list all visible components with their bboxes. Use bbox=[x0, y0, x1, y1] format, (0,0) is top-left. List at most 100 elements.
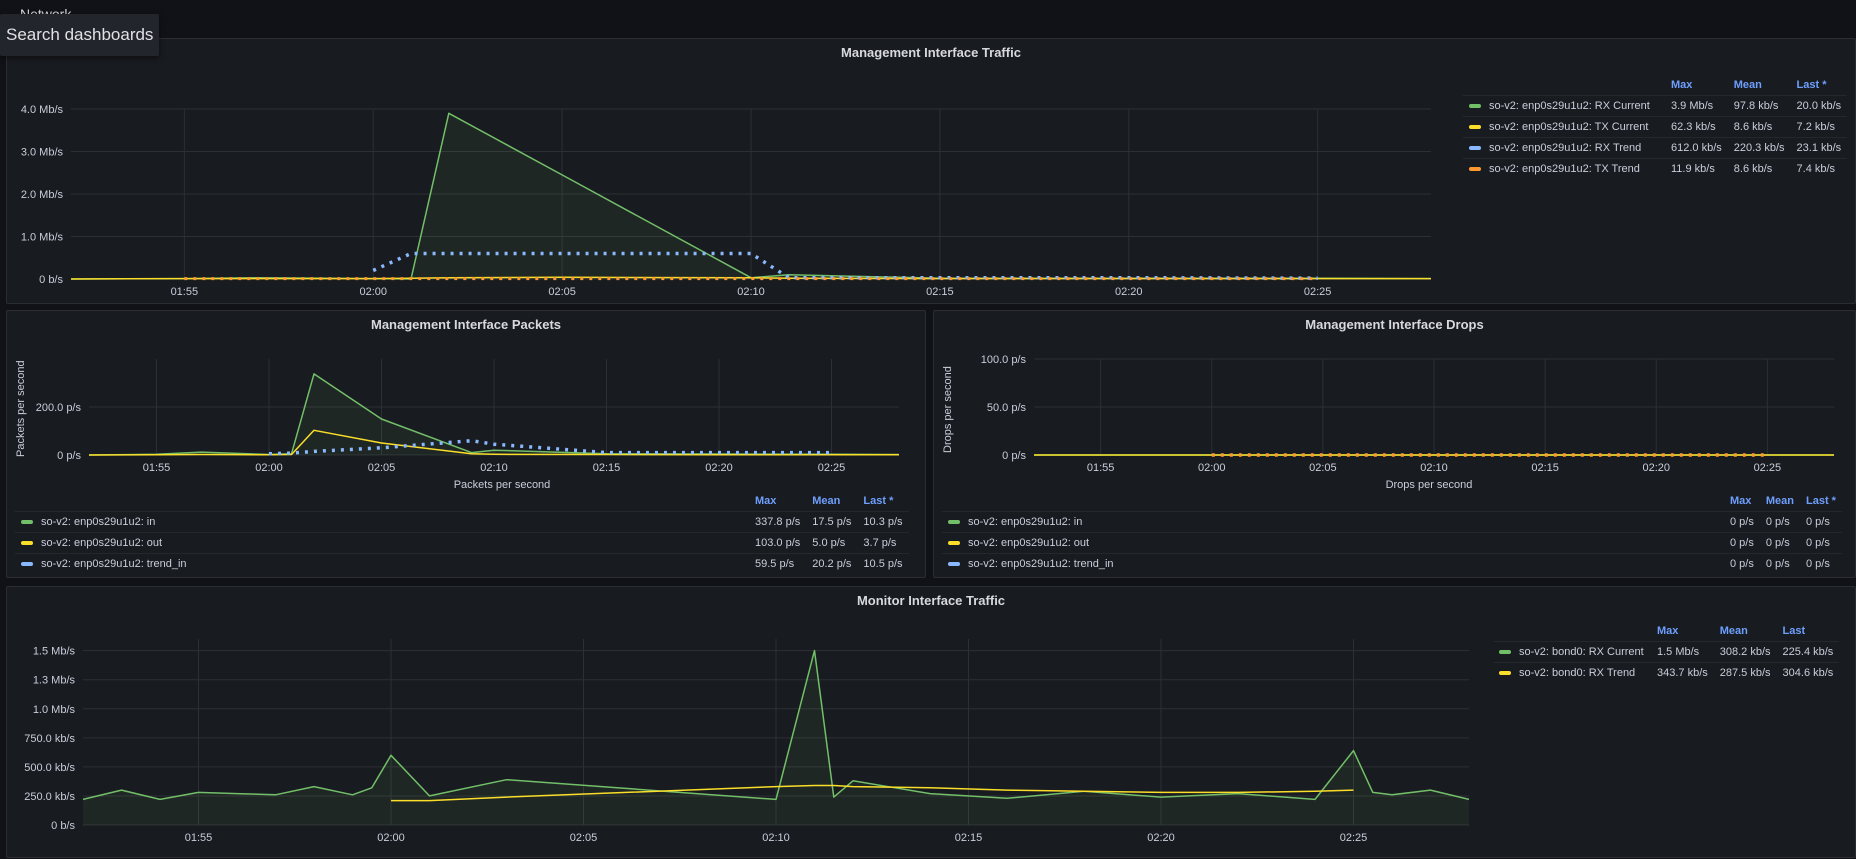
x-tick-label: 02:25 bbox=[1754, 462, 1782, 474]
series-max: 103.0 p/s bbox=[749, 532, 807, 554]
series-swatch bbox=[1469, 104, 1481, 109]
panel-title[interactable]: Management Interface Traffic bbox=[841, 45, 1021, 60]
series-name[interactable]: so-v2: enp0s29u1u2: out bbox=[41, 537, 163, 549]
panel-title[interactable]: Management Interface Packets bbox=[370, 317, 562, 332]
series-line bbox=[391, 784, 1354, 802]
panel-management-packets[interactable]: Management Interface Packets Packets per… bbox=[6, 310, 926, 578]
legend-header-last[interactable]: Last * bbox=[1796, 79, 1827, 91]
series-mean: 0 p/s bbox=[1759, 511, 1800, 533]
series-name[interactable]: so-v2: enp0s29u1u2: trend_in bbox=[41, 558, 187, 570]
x-tick-label: 02:10 bbox=[1420, 462, 1448, 474]
panel-title[interactable]: Monitor Interface Traffic bbox=[856, 593, 1006, 608]
panel-management-traffic[interactable]: Management Interface Traffic 4.0 Mb/s 3.0… bbox=[6, 38, 1856, 304]
x-tick-label: 02:25 bbox=[1340, 832, 1368, 844]
x-tick-label: 02:00 bbox=[359, 286, 387, 298]
legend-row[interactable]: so-v2: enp0s29u1u2: trend_in 59.5 p/s 20.2… bbox=[15, 553, 909, 574]
legend-header-max[interactable]: Max bbox=[1730, 495, 1752, 507]
series-name[interactable]: so-v2: enp0s29u1u2: in bbox=[968, 516, 1083, 528]
legend-header-max[interactable]: Max bbox=[1657, 625, 1679, 637]
legend-header-mean[interactable]: Mean bbox=[1765, 495, 1794, 507]
monitor-traffic-chart[interactable]: 1.5 Mb/s 1.3 Mb/s 1.0 Mb/s 750.0 kb/s 500.0 … bbox=[7, 587, 1487, 859]
series-mean: 97.8 kb/s bbox=[1727, 95, 1791, 117]
series-max: 59.5 p/s bbox=[749, 553, 807, 574]
series-last: 20.0 kb/s bbox=[1790, 95, 1848, 117]
legend-row[interactable]: so-v2: enp0s29u1u2: out 103.0 p/s 5.0 p/s 3… bbox=[15, 532, 909, 554]
legend-row[interactable]: so-v2: enp0s29u1u2: RX Trend 612.0 kb/s 22… bbox=[1463, 137, 1848, 159]
legend-row[interactable]: so-v2: enp0s29u1u2: in 0 p/s 0 p/s 0 p/s bbox=[942, 511, 1842, 533]
management-traffic-legend: Max Mean Last * so-v2: enp0s29u1u2: RX Cur… bbox=[1463, 77, 1848, 179]
series-max: 0 p/s bbox=[1724, 532, 1760, 554]
series-last: 7.2 kb/s bbox=[1790, 116, 1848, 138]
series-mean: 8.6 kb/s bbox=[1727, 116, 1791, 138]
series-swatch bbox=[21, 520, 33, 525]
x-tick-label: 02:25 bbox=[818, 462, 846, 474]
series-last: 0 p/s bbox=[1799, 511, 1842, 533]
series-name[interactable]: so-v2: bond0: RX Trend bbox=[1519, 667, 1636, 679]
series-name[interactable]: so-v2: enp0s29u1u2: RX Current bbox=[1489, 100, 1650, 112]
series-area-fill bbox=[83, 650, 1469, 825]
legend-row[interactable]: so-v2: enp0s29u1u2: TX Trend 11.9 kb/s 8.6… bbox=[1463, 158, 1848, 179]
legend-row[interactable]: so-v2: enp0s29u1u2: trend_in 0 p/s 0 p/s 0 … bbox=[942, 553, 1842, 574]
x-tick-label: 02:20 bbox=[705, 462, 733, 474]
legend-row[interactable]: so-v2: bond0: RX Trend 343.7 kb/s 287.5 kb… bbox=[1493, 662, 1840, 683]
legend-header-mean[interactable]: Mean bbox=[812, 495, 841, 507]
panel-management-drops[interactable]: Management Interface Drops Drops per sec… bbox=[933, 310, 1856, 578]
legend-row[interactable]: so-v2: bond0: RX Current 1.5 Mb/s 308.2 kb… bbox=[1493, 641, 1840, 663]
x-tick-label: 01:55 bbox=[1087, 462, 1115, 474]
management-drops-legend: Max Mean Last * so-v2: enp0s29u1u2: in 0 p/… bbox=[942, 493, 1842, 574]
series-line bbox=[88, 429, 899, 456]
series-swatch bbox=[21, 541, 33, 546]
management-drops-chart[interactable]: 100.0 p/s 50.0 p/s 0 p/s 01:55 02:00 02:05 02:… bbox=[934, 311, 1856, 481]
series-max: 11.9 kb/s bbox=[1665, 158, 1728, 179]
series-last: 304.6 kb/s bbox=[1776, 662, 1840, 683]
legend-row[interactable]: so-v2: enp0s29u1u2: in 337.8 p/s 17.5 p/s 1… bbox=[15, 511, 909, 533]
series-swatch bbox=[1469, 125, 1481, 130]
series-mean: 0 p/s bbox=[1759, 553, 1800, 574]
panel-monitor-traffic[interactable]: Monitor Interface Traffic 1.5 Mb/s 1.3 Mb… bbox=[6, 586, 1856, 858]
legend-header-mean[interactable]: Mean bbox=[1733, 79, 1762, 91]
series-line bbox=[372, 251, 1318, 280]
x-tick-label: 02:20 bbox=[1642, 462, 1670, 474]
series-max: 0 p/s bbox=[1724, 553, 1760, 574]
management-packets-legend: Max Mean Last * so-v2: enp0s29u1u2: in 337.… bbox=[15, 493, 909, 574]
series-swatch bbox=[948, 562, 960, 567]
x-tick-label: 02:10 bbox=[737, 286, 765, 298]
series-name[interactable]: so-v2: enp0s29u1u2: in bbox=[41, 516, 156, 528]
series-name[interactable]: so-v2: enp0s29u1u2: TX Trend bbox=[1489, 163, 1640, 175]
legend-header-last[interactable]: Last bbox=[1782, 625, 1806, 637]
x-tick-label: 02:15 bbox=[926, 286, 954, 298]
panel-title[interactable]: Management Interface Drops bbox=[1305, 317, 1484, 332]
series-name[interactable]: so-v2: enp0s29u1u2: trend_in bbox=[968, 558, 1114, 570]
series-mean: 8.6 kb/s bbox=[1727, 158, 1791, 179]
management-packets-chart[interactable]: 200.0 p/s 0 p/s 01:55 02:00 02:05 02:10 02:15 0… bbox=[7, 311, 927, 481]
series-mean: 17.5 p/s bbox=[806, 511, 858, 533]
series-last: 225.4 kb/s bbox=[1776, 641, 1840, 663]
series-name[interactable]: so-v2: bond0: RX Current bbox=[1519, 646, 1644, 658]
y-tick-label: 0 b/s bbox=[51, 820, 75, 832]
x-tick-label: 02:00 bbox=[1198, 462, 1226, 474]
legend-header-last[interactable]: Last * bbox=[1805, 495, 1836, 507]
x-tick-label: 02:25 bbox=[1304, 286, 1332, 298]
y-tick-label: 750.0 kb/s bbox=[24, 733, 75, 745]
legend-row[interactable]: so-v2: enp0s29u1u2: RX Current 3.9 Mb/s 97… bbox=[1463, 95, 1848, 117]
series-mean: 308.2 kb/s bbox=[1713, 641, 1777, 663]
series-max: 3.9 Mb/s bbox=[1665, 95, 1728, 117]
series-mean: 287.5 kb/s bbox=[1713, 662, 1777, 683]
series-last: 23.1 kb/s bbox=[1790, 137, 1848, 159]
legend-header-mean[interactable]: Mean bbox=[1719, 625, 1748, 637]
legend-header-max[interactable]: Max bbox=[755, 495, 777, 507]
series-name[interactable]: so-v2: enp0s29u1u2: RX Trend bbox=[1489, 142, 1642, 154]
series-mean: 0 p/s bbox=[1759, 532, 1800, 554]
series-name[interactable]: so-v2: enp0s29u1u2: TX Current bbox=[1489, 121, 1649, 133]
series-name[interactable]: so-v2: enp0s29u1u2: out bbox=[968, 537, 1090, 549]
x-tick-label: 02:10 bbox=[480, 462, 508, 474]
x-tick-label: 02:15 bbox=[955, 832, 983, 844]
series-swatch bbox=[948, 541, 960, 546]
management-traffic-chart[interactable]: 4.0 Mb/s 3.0 Mb/s 2.0 Mb/s 1.0 Mb/s 0 b/s 01:… bbox=[7, 39, 1457, 305]
series-last: 0 p/s bbox=[1799, 553, 1842, 574]
legend-row[interactable]: so-v2: enp0s29u1u2: TX Current 62.3 kb/s 8… bbox=[1463, 116, 1848, 138]
legend-header-last[interactable]: Last * bbox=[863, 495, 894, 507]
legend-row[interactable]: so-v2: enp0s29u1u2: out 0 p/s 0 p/s 0 p/s bbox=[942, 532, 1842, 554]
search-dashboards-button[interactable]: Search dashboards bbox=[0, 14, 160, 56]
legend-header-max[interactable]: Max bbox=[1671, 79, 1693, 91]
